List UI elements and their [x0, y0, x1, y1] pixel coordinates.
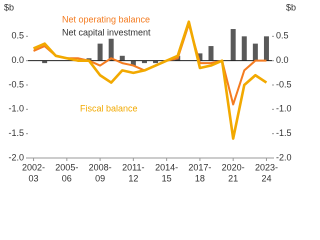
y2-tick-label: 0.5	[276, 31, 289, 41]
x-tick-label: 2014-	[155, 162, 178, 172]
chart: $b $b 0.5 0.0 -0.5 -1.0 -1.5 -2.0 0.5 0.0 -0.5 -1…	[4, 2, 296, 183]
y2-tick-label: -1.0	[276, 104, 292, 114]
x-tick-label: 2020-	[222, 162, 245, 172]
y2-tick-label: 0.0	[276, 55, 289, 65]
x-tick-label: 2017-	[188, 162, 211, 172]
y-tick-label: -0.5	[8, 79, 24, 89]
bar	[119, 55, 125, 61]
y2-unit: $b	[286, 2, 296, 12]
x-tick-label: 03	[29, 173, 39, 183]
bar	[252, 43, 258, 61]
bar	[197, 53, 203, 61]
x-tick-label: 15	[162, 173, 172, 183]
legend-label: Fiscal balance	[80, 103, 138, 113]
line	[33, 20, 268, 140]
y-tick-label: -1.5	[8, 128, 24, 138]
x-tick-label: 18	[195, 173, 205, 183]
x-tick-label: 21	[228, 173, 238, 183]
bar	[208, 46, 214, 61]
bar	[130, 60, 136, 66]
legend-label: Net operating balance	[62, 14, 150, 24]
y-tick-label: -1.0	[8, 104, 24, 114]
x-tick-label: 06	[62, 173, 72, 183]
x-tick-label: 2008-	[89, 162, 112, 172]
bar	[230, 29, 236, 61]
x-tick-label: 2005-	[55, 162, 78, 172]
bar	[97, 43, 103, 61]
bar	[42, 60, 48, 64]
y-tick-label: 0.0	[11, 55, 24, 65]
x-tick-label: 2023-	[255, 162, 278, 172]
x-tick-label: 2011-	[122, 162, 144, 172]
bar	[141, 60, 147, 64]
bar	[241, 36, 247, 61]
x-tick-label: 09	[95, 173, 105, 183]
x-tick-label: 24	[261, 173, 271, 183]
bar	[153, 60, 159, 64]
y-tick-label: -2.0	[8, 152, 24, 162]
x-tick-label: 2002-	[22, 162, 45, 172]
bar	[108, 38, 114, 61]
y-unit: $b	[4, 2, 14, 12]
legend-label: Net capital investment	[62, 27, 151, 37]
y2-tick-label: -1.5	[276, 128, 292, 138]
bar	[263, 36, 269, 61]
y2-tick-label: -0.5	[276, 79, 292, 89]
x-tick-label: 12	[128, 173, 138, 183]
y2-tick-label: -2.0	[276, 152, 292, 162]
y-tick-label: 0.5	[11, 31, 24, 41]
